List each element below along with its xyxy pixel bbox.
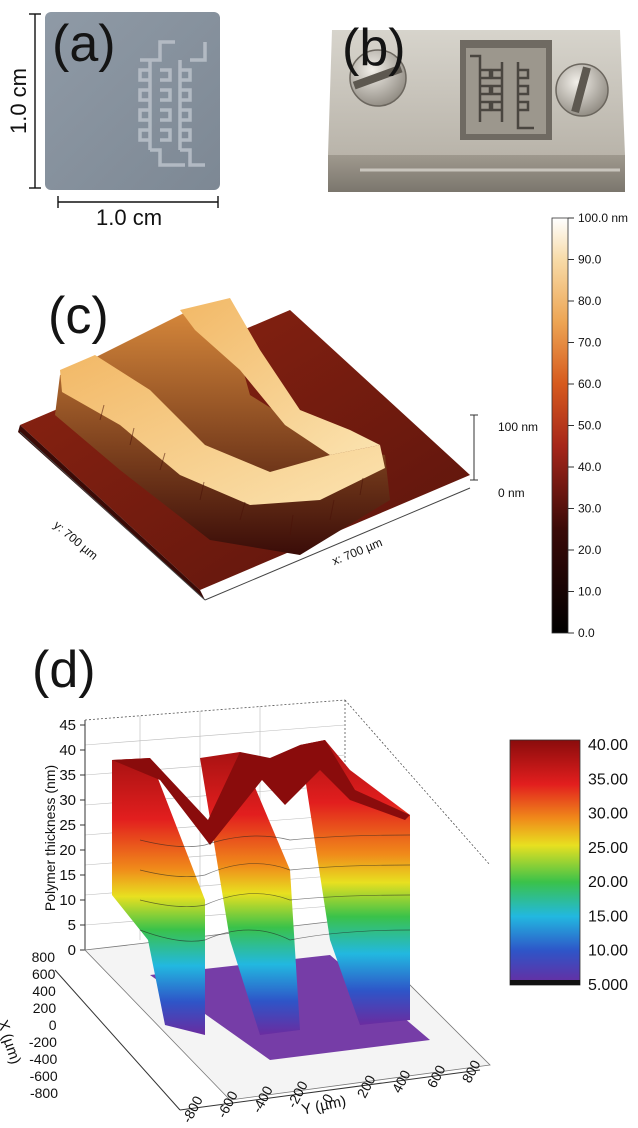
z-axis-tick-label: 25 — [59, 817, 76, 834]
z-axis-tick-label: 20 — [59, 842, 76, 859]
z-axis-label: Polymer thickness (nm) — [42, 764, 58, 912]
z-axis-tick-label: 30 — [59, 792, 76, 809]
x-axis-tick-label: -600 — [30, 1068, 58, 1084]
z-axis-tick-label: 0 — [68, 942, 76, 959]
panel-b: (b) — [320, 0, 638, 200]
z-axis-tick-label: 10 — [59, 892, 76, 909]
afm-colorbar-ticks: 100.0 nm 90.0 80.0 70.0 60.0 50.0 40.0 30.0 20.0… — [568, 211, 628, 640]
z-axis-tick-label: 45 — [59, 717, 76, 734]
z-axis-tick-label: 15 — [59, 867, 76, 884]
afm-colorbar-tick-label: 10.0 — [578, 585, 602, 599]
panel-c-letter: (c) — [48, 287, 109, 345]
afm-colorbar-tick-label: 30.0 — [578, 502, 602, 516]
afm-colorbar-tick-label: 0.0 — [578, 626, 595, 640]
x-axis-tick-label: 400 — [32, 983, 56, 999]
afm-colorbar-tick-label: 40.0 — [578, 460, 602, 474]
afm-colorbar-tick-label: 90.0 — [578, 253, 602, 267]
rainbow-colorbar-tick-label: 10.00 — [588, 943, 628, 960]
panel-b-letter: (b) — [342, 19, 406, 77]
panel-c: 100.0 nm 90.0 80.0 70.0 60.0 50.0 40.0 30.0 20.0… — [0, 210, 638, 640]
holder-photo — [328, 30, 625, 192]
z-top-label: 100 nm — [498, 420, 539, 434]
x-axis-tick-label: -400 — [29, 1051, 57, 1067]
x-axis-tick-label: -200 — [29, 1034, 57, 1050]
z-axis-tick-label: 40 — [59, 742, 76, 759]
z-axis-ticks: 0 5 10 15 20 25 30 35 40 45 — [59, 717, 85, 959]
afm-colorbar-tick-label: 100.0 nm — [578, 211, 628, 225]
afm-surface-plot: 100.0 nm 90.0 80.0 70.0 60.0 50.0 40.0 30.0 20.0… — [18, 211, 628, 640]
x-axis-tick-label: -800 — [30, 1085, 58, 1101]
y-axis-tick-label: -800 — [179, 1093, 206, 1125]
z-axis-tick-label: 35 — [59, 767, 76, 784]
y-axis-ticks: -800 -600 -400 -200 0 200 400 600 800 — [179, 1057, 484, 1125]
panel-a-letter: (a) — [52, 15, 116, 73]
afm-colorbar-tick-label: 80.0 — [578, 294, 602, 308]
rainbow-colorbar-tick-label: 30.00 — [588, 806, 628, 823]
panel-d-letter: (d) — [32, 641, 96, 699]
x-axis-tick-label: 800 — [32, 949, 56, 965]
rainbow-colorbar-tick-label: 35.00 — [588, 771, 628, 788]
x-axis-tick-label: 600 — [32, 966, 56, 982]
rainbow-colorbar-tick-label: 5.000 — [588, 977, 628, 994]
rainbow-colorbar-tick-label: 15.00 — [588, 908, 628, 925]
afm-colorbar-tick-label: 60.0 — [578, 377, 602, 391]
panel-a-height-label: 1.0 cm — [6, 67, 31, 135]
chip-photo — [29, 12, 220, 208]
rainbow-colorbar-tick-label: 40.00 — [588, 737, 628, 754]
x-axis-tick-label: 200 — [33, 1000, 57, 1016]
x-axis-tick-label: 0 — [49, 1017, 57, 1033]
z-axis-tick-label: 5 — [68, 917, 76, 934]
afm-colorbar-tick-label: 50.0 — [578, 419, 602, 433]
panel-a-width-label: 1.0 cm — [96, 205, 163, 230]
afm-colorbar-tick-label: 70.0 — [578, 336, 602, 350]
rainbow-colorbar-ticks: 40.00 35.00 30.00 25.00 20.00 15.00 10.00 5.000 — [588, 737, 628, 994]
panel-d: 0 5 10 15 20 25 30 35 40 45 800 600 400 200 0 -200 -400… — [0, 640, 638, 1128]
z-bottom-label: 0 nm — [498, 486, 525, 500]
afm-colorbar-tick-label: 20.0 — [578, 543, 602, 557]
rainbow-colorbar-tick-label: 20.00 — [588, 874, 628, 891]
rainbow-colorbar-tick-label: 25.00 — [588, 840, 628, 857]
panel-a: (a) 1.0 cm 1.0 cm — [0, 0, 300, 230]
